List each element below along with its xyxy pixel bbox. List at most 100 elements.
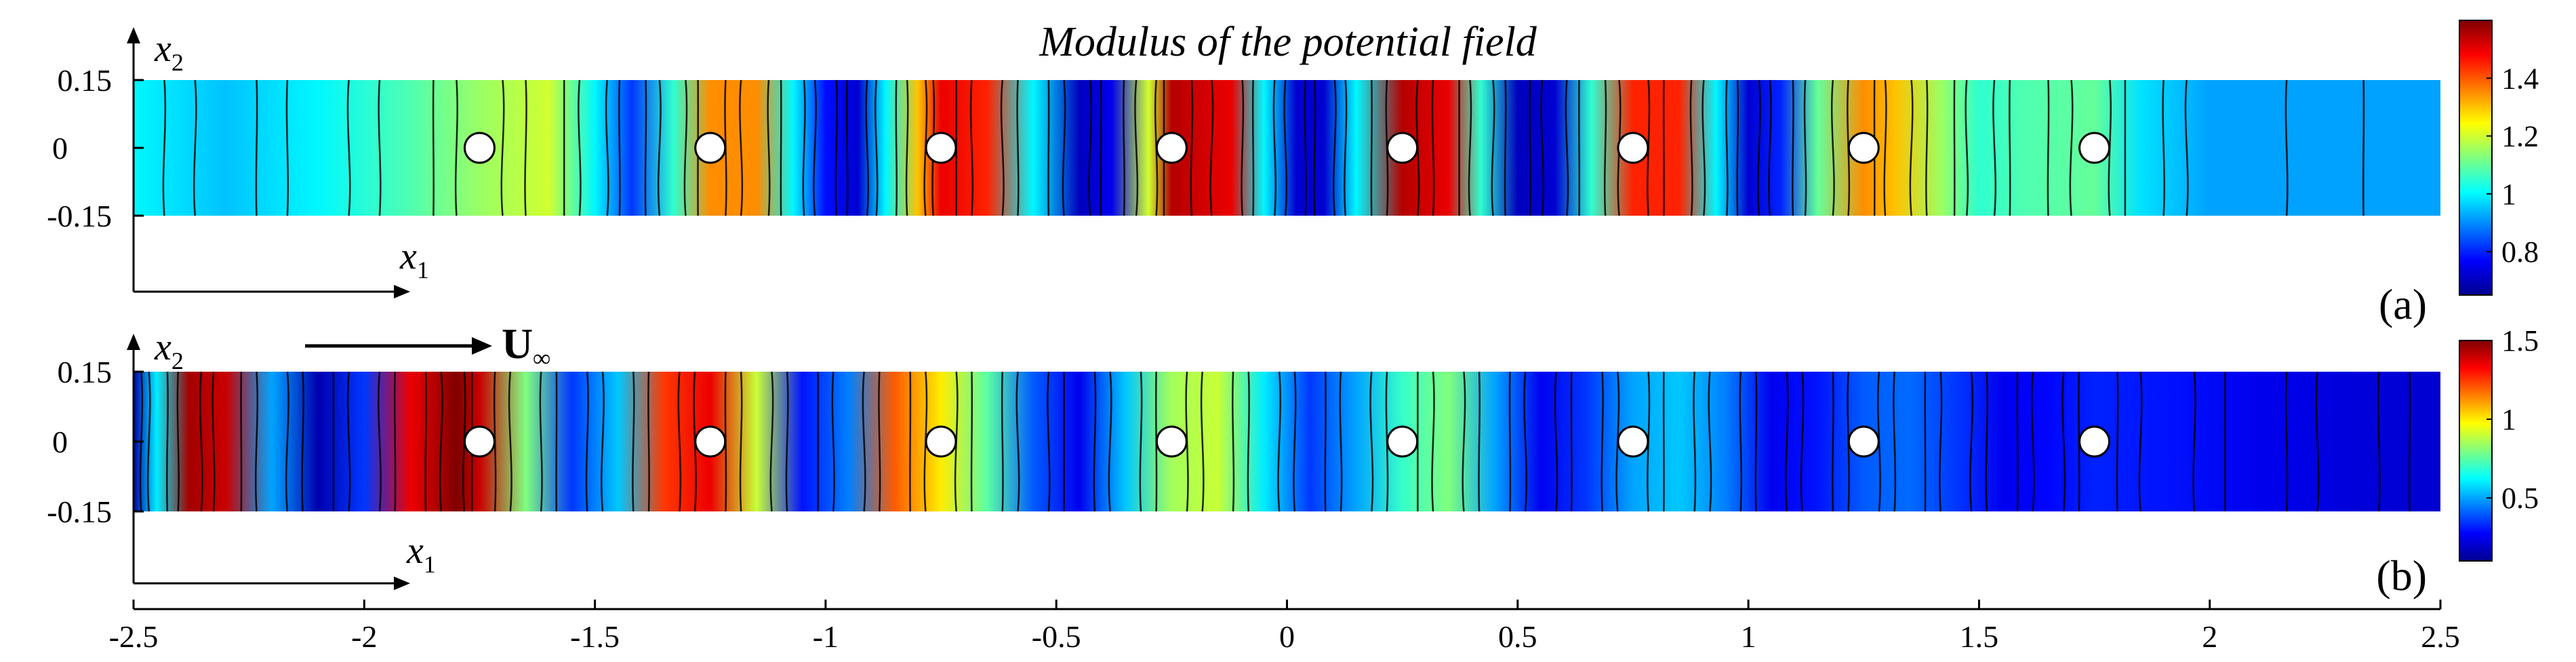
x-tick-label: -2 [351, 619, 377, 654]
colorbar-tick-label: 1 [2501, 403, 2516, 436]
contour-line [1283, 79, 1288, 216]
cylinder-marker [1155, 132, 1188, 164]
contour-line [1925, 79, 1929, 216]
contour-line [632, 371, 635, 512]
contour-line [2061, 371, 2066, 512]
panel-a-ytick-label: -0.15 [47, 199, 112, 233]
contour-line [508, 371, 512, 512]
contour-line [301, 371, 304, 512]
colorbar-tick-label: 1.2 [2501, 120, 2539, 153]
contour-line [285, 79, 289, 216]
cylinder-marker [925, 132, 957, 164]
contour-line [1016, 79, 1020, 216]
contour-line [878, 371, 881, 512]
contour-line [1739, 371, 1743, 512]
panel-b-label: (b) [2376, 551, 2427, 600]
panel-a-label: (a) [2379, 280, 2427, 328]
contour-line [1369, 371, 1374, 512]
contour-line [378, 79, 382, 216]
contour-line [874, 79, 879, 216]
contour-line [769, 371, 774, 512]
contour-line [1830, 79, 1835, 216]
contour-line [2162, 79, 2165, 216]
panel-b-y-axis-label: x2 [154, 326, 184, 374]
contour-line [1529, 79, 1531, 216]
contour-line [2377, 371, 2381, 512]
contour-line [2315, 371, 2320, 512]
x-tick-label: 2.5 [2421, 619, 2460, 654]
contour-line [2285, 79, 2289, 216]
contour-line [739, 371, 743, 512]
x-tick-label: 1 [1741, 619, 1756, 654]
contour-line [199, 371, 203, 512]
contour-line [2285, 371, 2289, 512]
contour-line [618, 79, 621, 216]
contour-line [1134, 79, 1139, 216]
contour-line [969, 79, 974, 216]
colorbar-tick-label: 1.4 [2501, 62, 2539, 95]
contour-line [1693, 371, 1697, 512]
x-tick-label: 2 [2202, 619, 2217, 654]
cylinder-marker [1617, 132, 1649, 164]
contour-line [1883, 79, 1887, 216]
contour-line [1108, 371, 1112, 512]
panel-a-cylinders [463, 132, 2111, 164]
contour-line [1523, 371, 1528, 512]
figure-title: Modulus of the potential field [1039, 19, 1537, 65]
contour-line [1565, 79, 1569, 216]
contour-line [1241, 79, 1245, 216]
contour-line [1232, 371, 1235, 512]
contour-line [1785, 371, 1789, 512]
contour-line [1047, 371, 1051, 512]
panel-b-ytick-label: 0.15 [58, 355, 113, 389]
contour-line [585, 371, 589, 512]
contour-line [578, 79, 582, 216]
contour-line [1992, 79, 1997, 216]
panel-b-contours [139, 371, 2411, 512]
contour-line [1803, 79, 1807, 216]
panel-a-y-axis-label: x2 [154, 28, 184, 76]
contour-line [255, 79, 258, 216]
contour-line [1800, 371, 1805, 512]
contour-line [1277, 371, 1282, 512]
panel-a: x2 x1 0.15 0 -0.15 (a) 1.4 1.2 1 0.8 [47, 20, 2539, 328]
contour-line [1540, 79, 1545, 216]
contour-line [346, 79, 351, 216]
x-tick-label: -1 [813, 619, 839, 654]
contour-line [146, 371, 151, 512]
contour-line [1702, 79, 1706, 216]
contour-line [1247, 371, 1250, 512]
contour-line [767, 79, 771, 216]
contour-line [1601, 371, 1604, 512]
contour-line [1554, 371, 1558, 512]
cylinder-marker [1847, 425, 1880, 458]
contour-line [378, 371, 382, 512]
panel-a-ytick-label: 0 [52, 131, 68, 166]
contour-line [1272, 79, 1277, 216]
cylinder-marker [694, 425, 727, 458]
contour-line [1985, 371, 1988, 512]
contour-line [1689, 79, 1693, 216]
contour-line [1462, 371, 1466, 512]
panel-b-cylinders [463, 425, 2111, 458]
cylinder-marker [925, 425, 957, 458]
contour-line [2362, 79, 2365, 216]
contour-line [2138, 371, 2143, 512]
colorbar-tick-label: 1 [2501, 178, 2516, 211]
contour-line [813, 79, 817, 216]
contour-line [1304, 79, 1307, 216]
contour-line [1200, 371, 1205, 512]
contour-line [1893, 371, 1897, 512]
contour-line [176, 371, 180, 512]
panel-a-colorbar [2459, 20, 2493, 296]
contour-line [677, 371, 682, 512]
panel-b-x-axis-label: x1 [406, 530, 436, 578]
cylinder-marker [1386, 425, 1419, 458]
x-tick-label: 1.5 [1960, 619, 1999, 654]
freestream-label: U∞ [502, 319, 550, 372]
contour-line [970, 371, 973, 512]
contour-line [1001, 371, 1004, 512]
contour-line [780, 79, 782, 216]
panel-a-y-arrow-icon [127, 27, 140, 43]
contour-line [802, 79, 806, 216]
